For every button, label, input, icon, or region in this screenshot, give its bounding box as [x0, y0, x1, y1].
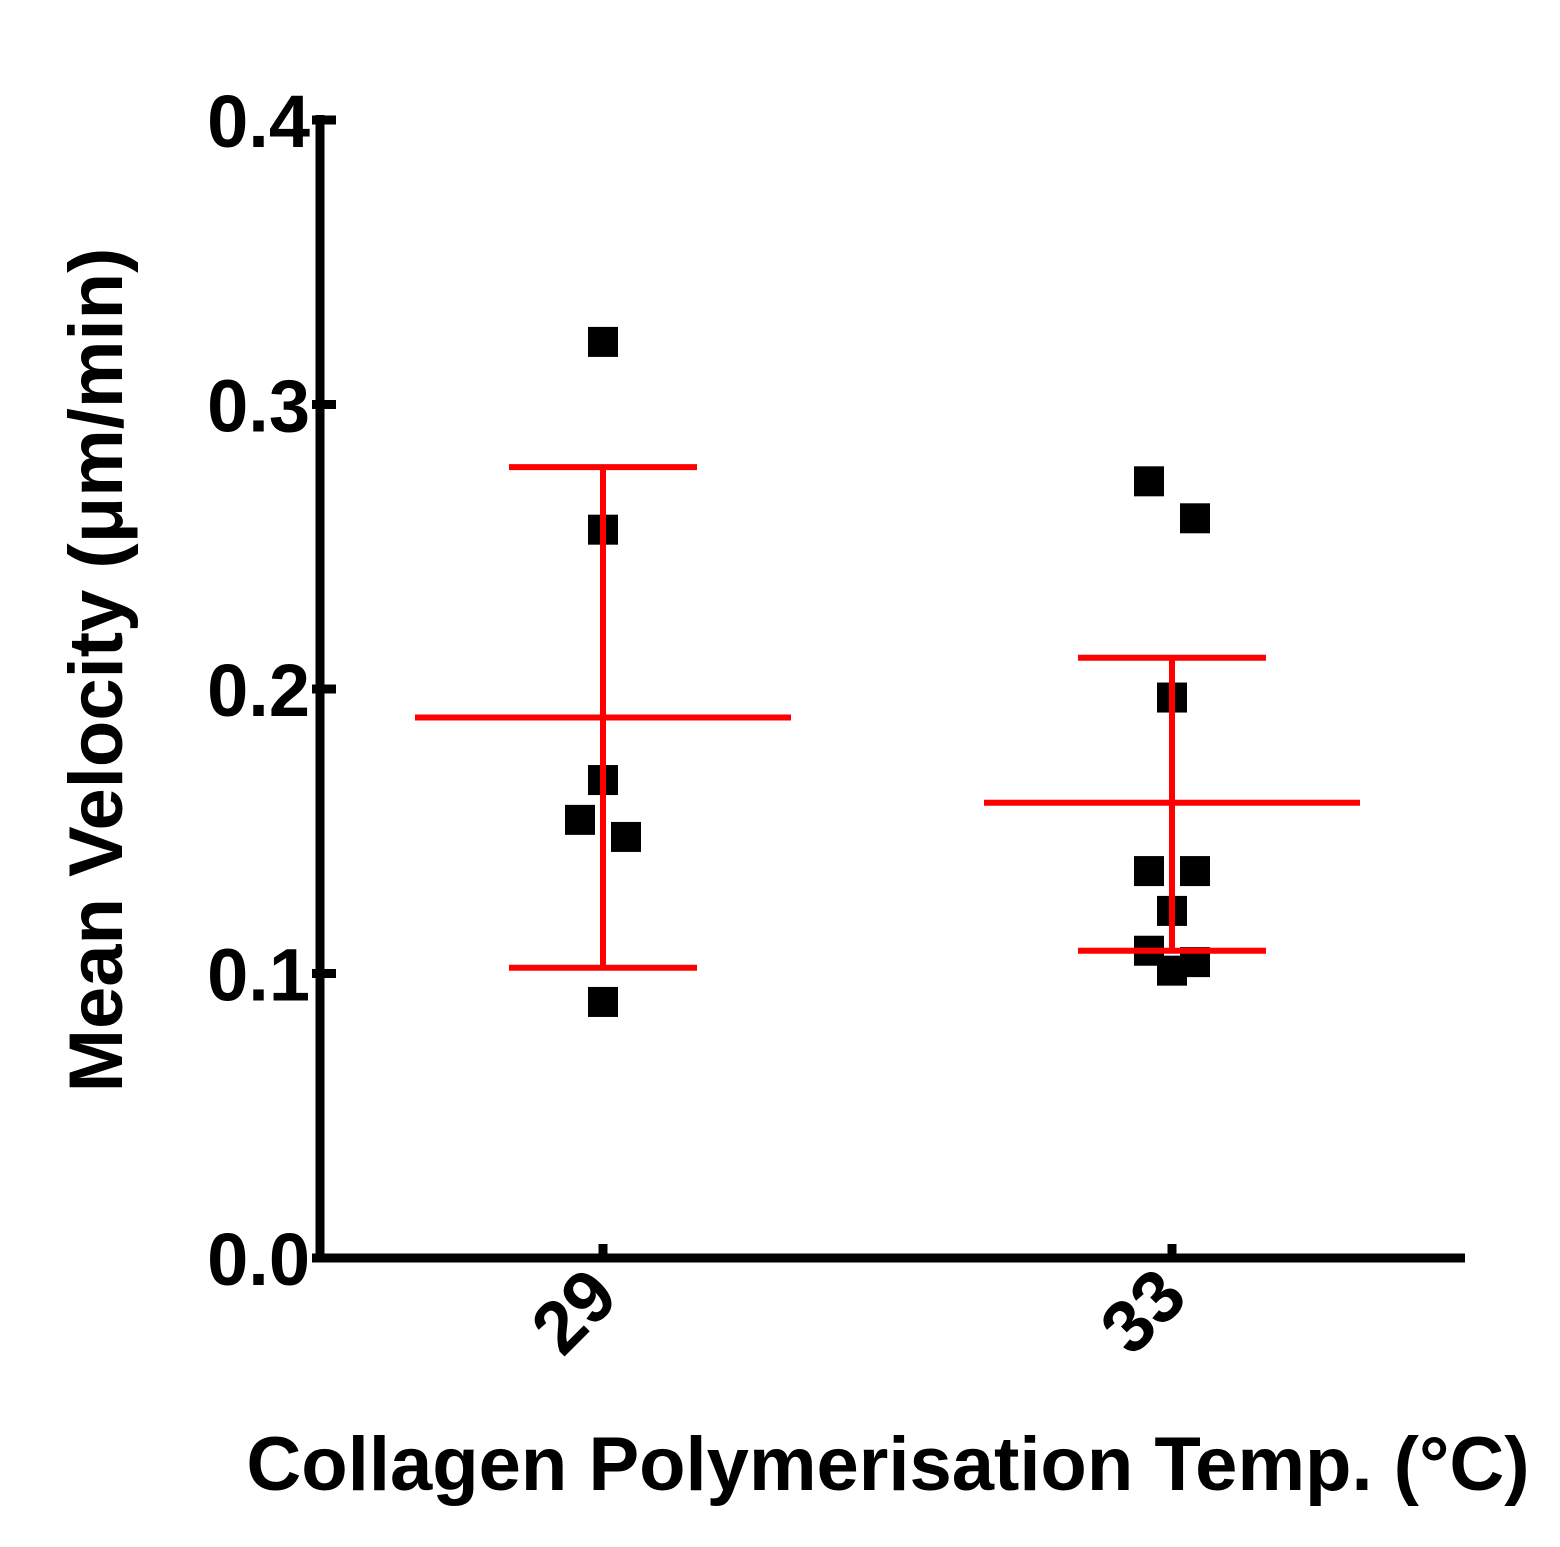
data-point — [1134, 466, 1164, 497]
data-point — [611, 821, 641, 852]
data-point — [1180, 856, 1210, 887]
y-tick-label: 0.2 — [207, 649, 310, 732]
data-point — [1180, 503, 1210, 534]
x-axis-ticks: 29 33 — [515, 1244, 1201, 1370]
plot-marks — [415, 326, 1360, 1017]
data-point — [565, 804, 595, 835]
y-tick-label: 0.1 — [207, 934, 310, 1017]
y-tick-label: 0.4 — [207, 80, 310, 163]
data-point — [1134, 856, 1164, 887]
x-tick-label: 29 — [515, 1253, 632, 1370]
data-point — [588, 986, 618, 1017]
x-tick-label: 33 — [1084, 1253, 1201, 1370]
y-axis-title: Mean Velocity (μm/min) — [54, 248, 139, 1093]
x-axis-title: Collagen Polymerisation Temp. (°C) — [246, 1422, 1529, 1507]
y-tick-label: 0.0 — [207, 1218, 310, 1301]
data-point — [588, 326, 618, 357]
y-axis-ticks: 0.0 0.1 0.2 0.3 0.4 — [207, 80, 336, 1301]
y-tick-label: 0.3 — [207, 365, 310, 448]
